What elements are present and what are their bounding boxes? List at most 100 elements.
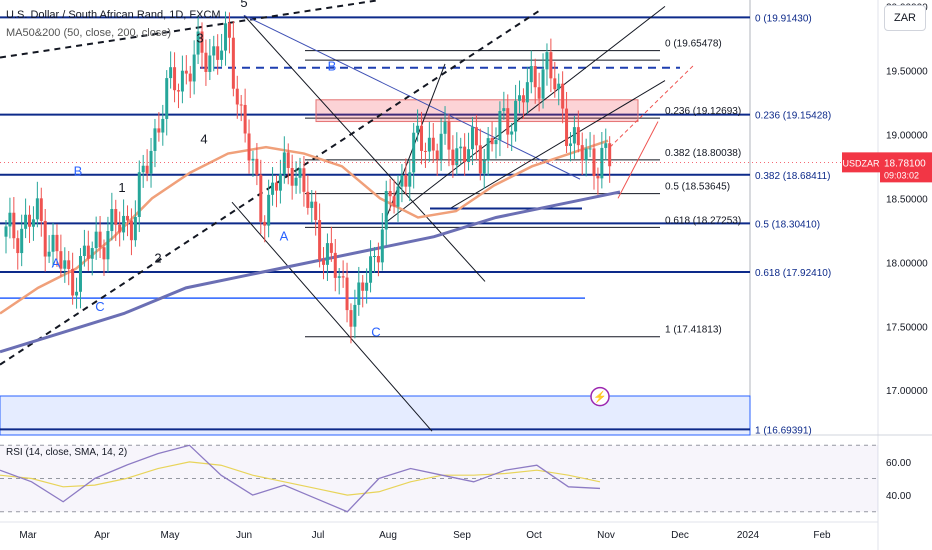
- candle-body: [255, 158, 259, 175]
- time-tick-label: Jun: [236, 530, 252, 541]
- candle-body: [243, 104, 247, 134]
- price-tick-label: 19.50000: [886, 66, 928, 77]
- candle-body: [380, 229, 384, 263]
- candle-body: [204, 52, 208, 72]
- currency-button[interactable]: ZAR: [884, 5, 926, 31]
- candle-body: [188, 73, 192, 82]
- time-tick-label: Feb: [813, 530, 831, 541]
- candle-body: [608, 143, 612, 167]
- candle-body: [28, 214, 32, 227]
- candle-body: [63, 260, 67, 269]
- candle-body: [208, 55, 212, 72]
- candle-body: [294, 177, 298, 186]
- candle-body: [227, 23, 231, 38]
- candle-body: [306, 191, 310, 208]
- candle-body: [192, 54, 196, 82]
- candle-body: [149, 150, 153, 174]
- projection-arrow: [617, 121, 659, 199]
- fib-small-label: 0.382 (18.80038): [665, 148, 741, 159]
- candle-body: [333, 252, 337, 278]
- candle-body: [345, 277, 349, 311]
- candle-body: [118, 224, 122, 233]
- ma-legend: MA50&200 (50, close, 200, close): [6, 27, 172, 39]
- candle-body: [455, 148, 459, 166]
- candle-body: [529, 66, 533, 83]
- candle-body: [553, 78, 557, 90]
- wedge-upper-line: [243, 14, 581, 180]
- resistance-zone: [315, 99, 639, 123]
- candle-body: [388, 191, 392, 197]
- wave-label: A: [280, 229, 289, 244]
- candle-body: [302, 168, 306, 192]
- candle-body: [518, 95, 522, 101]
- candle-body: [435, 150, 439, 160]
- wave-label: 1: [118, 180, 125, 195]
- candle-body: [400, 175, 404, 187]
- candle-body: [145, 165, 149, 174]
- candle-body: [141, 165, 145, 173]
- candle-body: [545, 52, 549, 70]
- candle-body: [451, 149, 455, 166]
- candle-body: [165, 78, 169, 119]
- candle-body: [584, 148, 588, 161]
- ma200-line: [0, 190, 621, 354]
- wave-label: B: [74, 163, 83, 178]
- candle-body: [12, 212, 16, 239]
- candle-body: [157, 128, 161, 133]
- candle-body: [47, 251, 51, 257]
- candle-body: [537, 87, 541, 99]
- candle-body: [337, 276, 341, 278]
- candle-body: [290, 167, 294, 186]
- candle-body: [404, 175, 408, 187]
- candle-body: [267, 194, 271, 226]
- candle-body: [549, 52, 553, 79]
- fib-small-label: 0 (19.65478): [665, 39, 722, 50]
- wave-label: 2: [154, 250, 161, 265]
- candle-body: [565, 108, 569, 147]
- current-price-label: 18.78100: [884, 158, 926, 169]
- rsi-tick-label: 40.00: [886, 491, 911, 502]
- candle-body: [396, 186, 400, 207]
- candle-body: [600, 147, 604, 179]
- wave-label: 5: [240, 0, 247, 10]
- candle-body: [561, 83, 565, 109]
- wave-label: 3: [196, 30, 203, 45]
- candle-body: [322, 259, 326, 265]
- candle-body: [365, 282, 369, 291]
- candle-body: [416, 125, 420, 133]
- candle-body: [498, 111, 502, 141]
- rsi-ma-line: [0, 461, 601, 496]
- candle-body: [94, 231, 98, 249]
- candle-body: [176, 90, 180, 92]
- candle-body: [78, 256, 82, 292]
- candle-body: [106, 231, 110, 260]
- candle-body: [361, 282, 365, 291]
- channel-line-down-1: [243, 15, 486, 282]
- candle-body: [353, 304, 357, 327]
- candle-body: [51, 234, 55, 252]
- time-tick-label: Aug: [379, 530, 397, 541]
- candle-body: [447, 121, 451, 150]
- candle-body: [90, 248, 94, 259]
- candle-body: [463, 146, 467, 163]
- channel-up-2: [449, 80, 666, 209]
- ma50-line: [0, 139, 609, 315]
- countdown-label: 09:03:02: [884, 170, 919, 180]
- price-tick-label: 17.00000: [886, 386, 928, 397]
- candle-body: [184, 70, 188, 74]
- time-tick-label: Sep: [453, 530, 471, 541]
- fib-level-label: 0.618 (17.92410): [755, 268, 831, 279]
- time-tick-label: Apr: [94, 530, 110, 541]
- candle-body: [376, 256, 380, 263]
- candle-body: [224, 23, 228, 51]
- candle-body: [86, 245, 90, 259]
- candle-body: [486, 138, 490, 161]
- candle-body: [137, 172, 141, 217]
- candle-body: [314, 201, 318, 221]
- price-tick-label: 19.00000: [886, 130, 928, 141]
- candle-body: [55, 234, 59, 252]
- candle-body: [247, 133, 251, 161]
- candle-body: [525, 82, 529, 103]
